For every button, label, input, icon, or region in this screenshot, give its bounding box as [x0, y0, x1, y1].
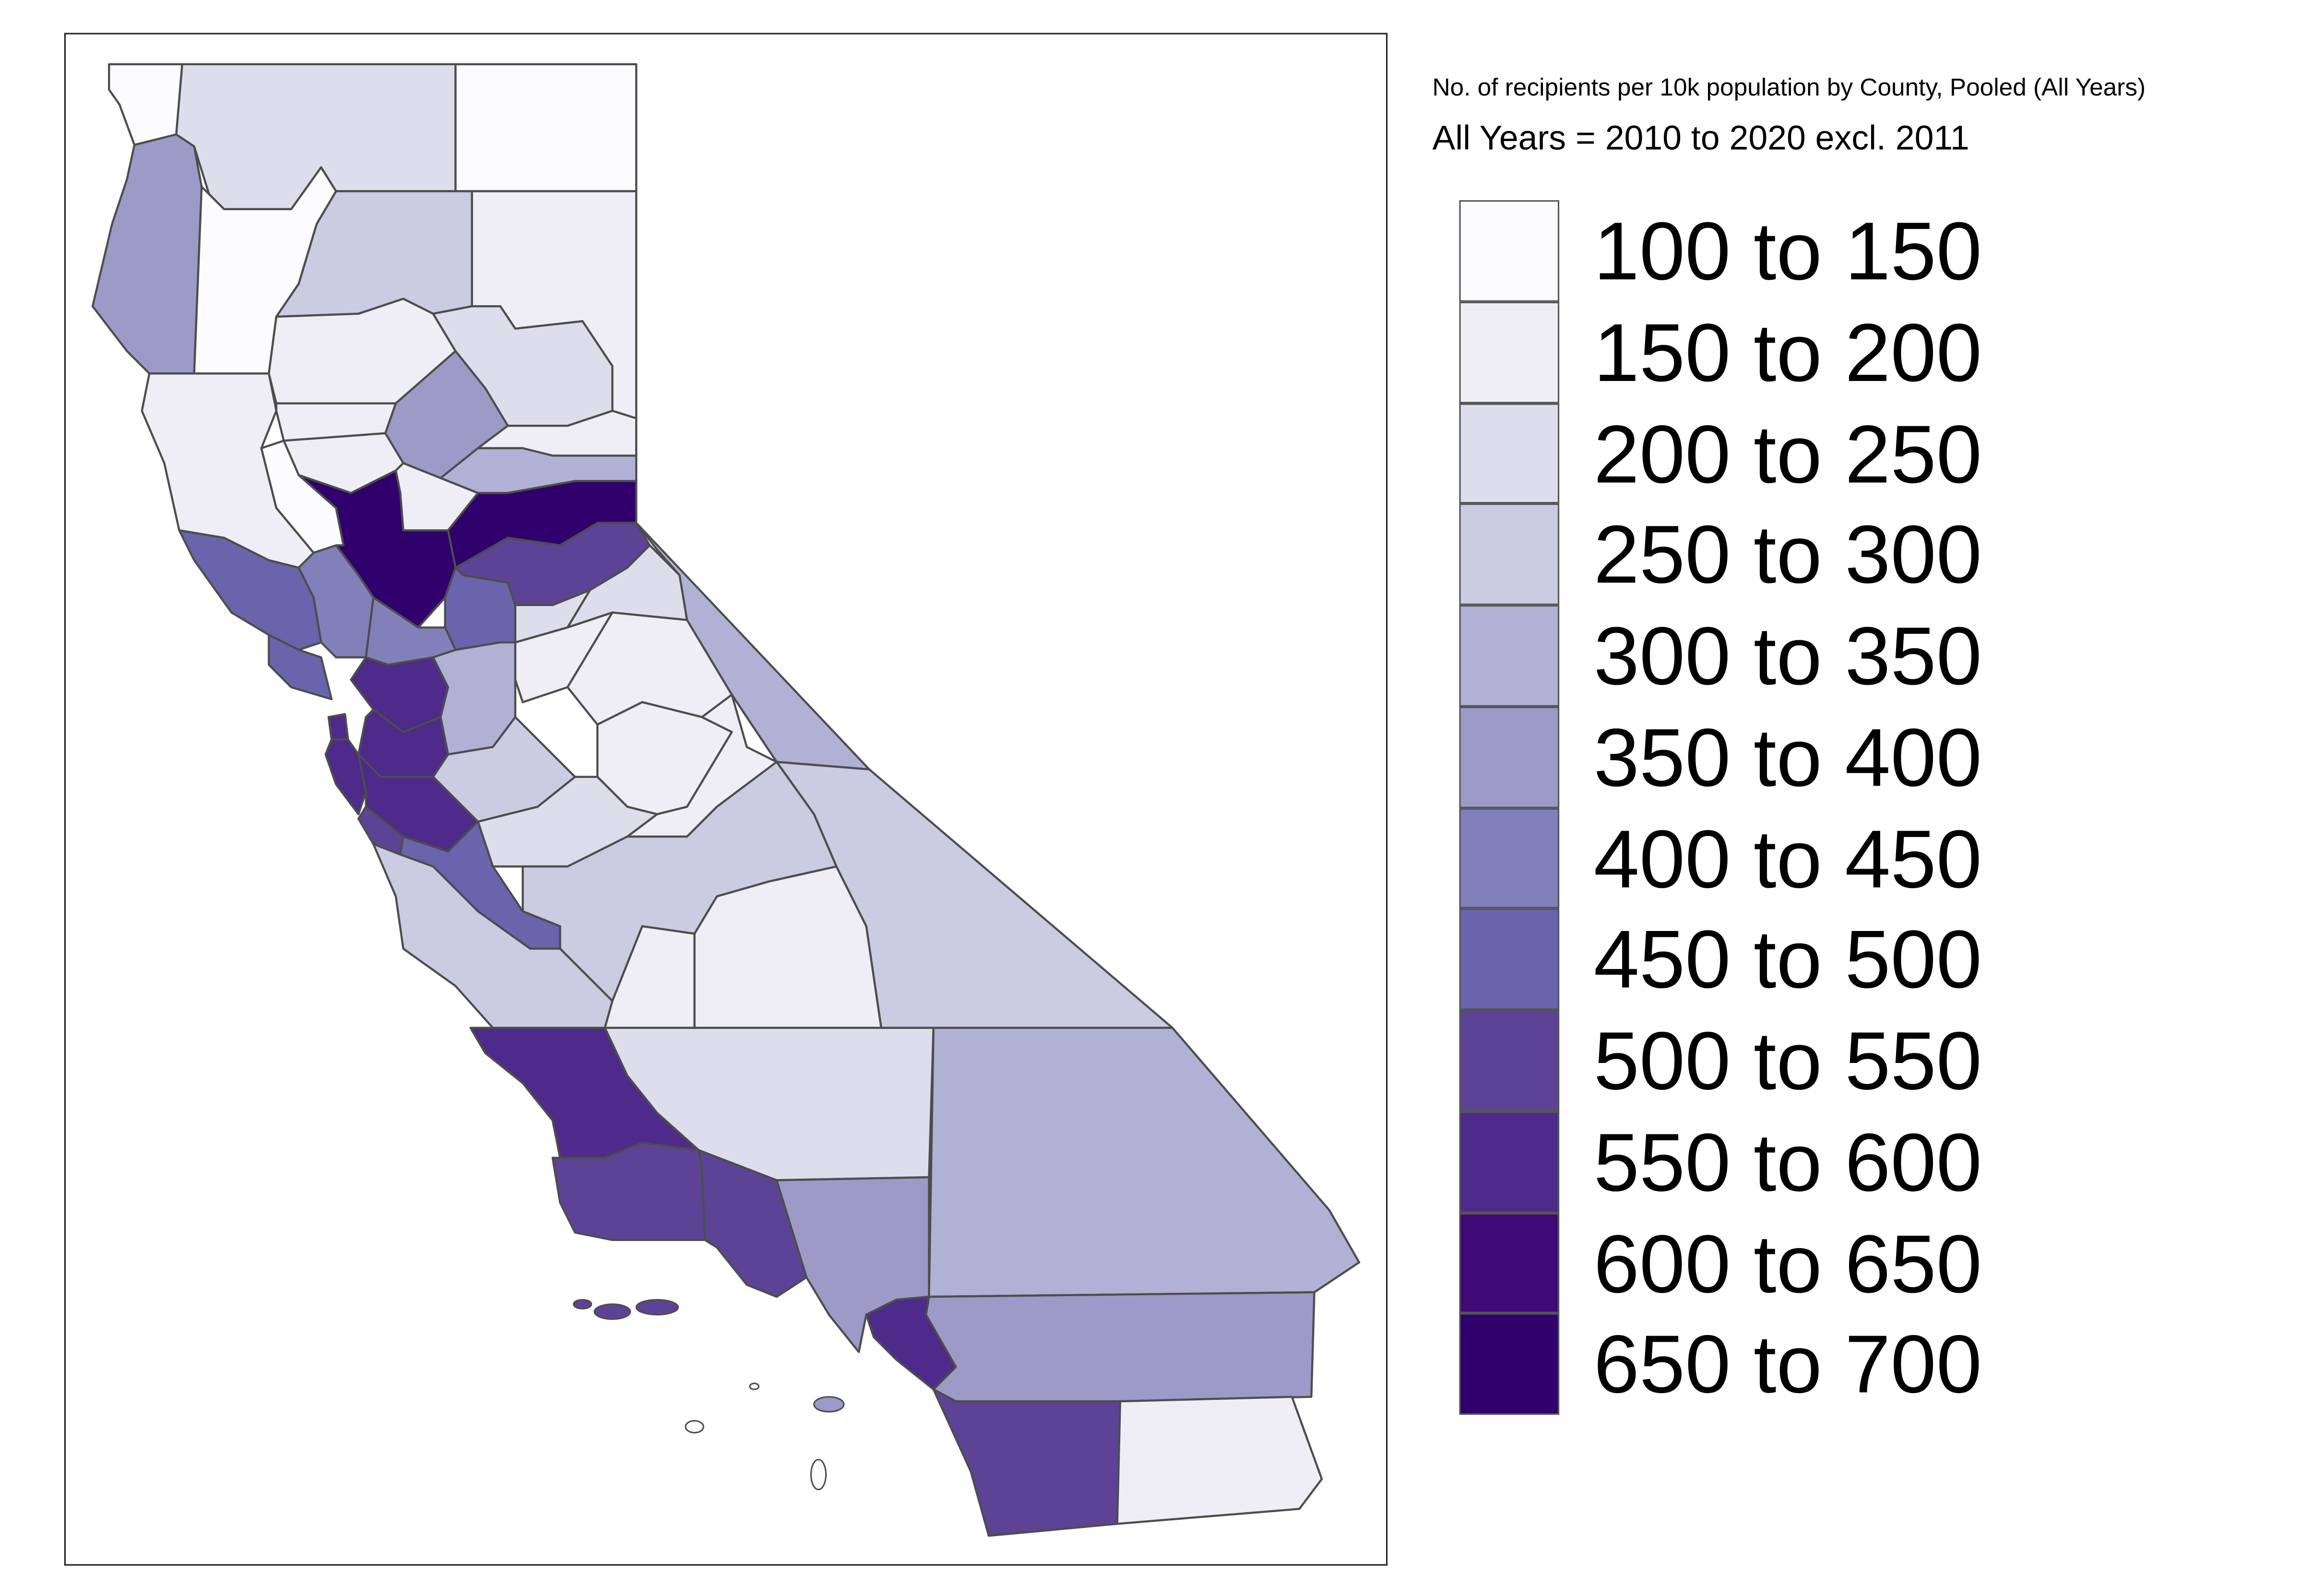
legend-label: 400 to 450	[1593, 811, 1982, 905]
island	[685, 1420, 704, 1434]
legend-swatch	[1459, 908, 1560, 1010]
county-modoc	[454, 63, 638, 192]
island	[635, 1299, 679, 1316]
legend-swatch	[1459, 503, 1560, 605]
legend-swatch	[1459, 605, 1560, 706]
county-del-norte	[108, 63, 183, 146]
legend-swatch	[1459, 807, 1560, 909]
legend-swatch	[1459, 301, 1560, 403]
map-frame	[64, 33, 1388, 1566]
legend-swatch	[1459, 402, 1560, 504]
legend-swatch	[1459, 200, 1560, 302]
county-san-francisco	[327, 713, 349, 741]
county-imperial	[1116, 1396, 1323, 1525]
county-san-bernardino	[928, 1026, 1361, 1298]
legend-label: 150 to 200	[1593, 306, 1982, 399]
county-santa-barbara	[551, 1142, 706, 1241]
legend-label: 450 to 500	[1593, 913, 1982, 1006]
legend-label: 300 to 350	[1593, 609, 1982, 703]
legend-label: 550 to 600	[1593, 1115, 1982, 1208]
island	[572, 1299, 593, 1310]
legend-label: 600 to 650	[1593, 1217, 1982, 1310]
county-riverside	[925, 1291, 1316, 1403]
legend-label: 650 to 700	[1593, 1318, 1982, 1411]
county-marin	[268, 633, 333, 701]
legend-subtitle: All Years = 2010 to 2020 excl. 2011	[1432, 118, 1969, 157]
legend-label: 200 to 250	[1593, 407, 1982, 500]
island	[749, 1383, 760, 1390]
legend-label: 350 to 400	[1593, 711, 1982, 804]
legend-swatch	[1459, 1111, 1560, 1213]
legend-swatch	[1459, 1212, 1560, 1314]
legend-label: 250 to 300	[1593, 508, 1982, 601]
legend-swatch	[1459, 1313, 1560, 1415]
county-san-diego	[932, 1388, 1122, 1537]
county-san-mateo	[324, 738, 367, 815]
legend-title: No. of recipients per 10k population by …	[1432, 74, 2146, 102]
county-humboldt	[91, 133, 203, 375]
legend-swatch	[1459, 1010, 1560, 1111]
legend-label: 500 to 550	[1593, 1014, 1982, 1107]
legend-label: 100 to 150	[1593, 204, 1982, 298]
legend-swatch	[1459, 706, 1560, 808]
island	[593, 1303, 631, 1320]
island	[810, 1458, 827, 1491]
island	[813, 1396, 845, 1413]
